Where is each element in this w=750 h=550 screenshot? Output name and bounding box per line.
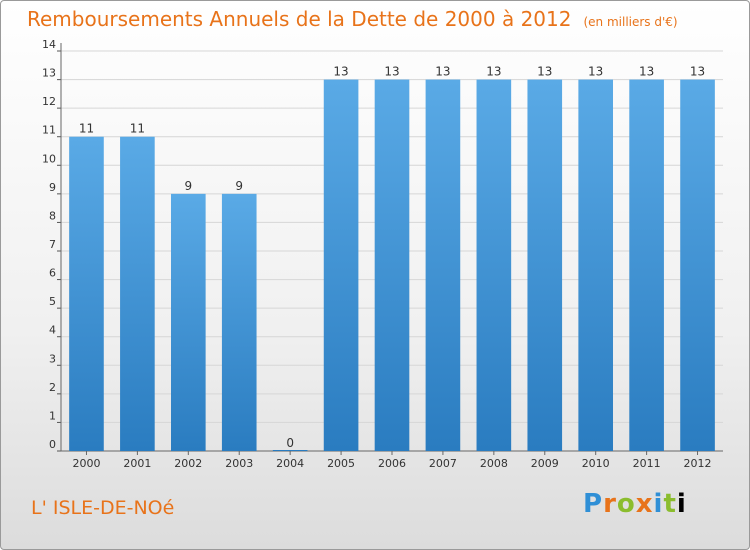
y-tick-label: 13 — [42, 67, 56, 80]
y-tick-label: 11 — [42, 124, 56, 137]
data-label: 0 — [286, 436, 294, 450]
x-tick-label: 2006 — [378, 457, 406, 470]
y-tick-label: 3 — [49, 352, 56, 365]
bar — [476, 79, 512, 452]
data-label: 9 — [184, 179, 192, 193]
y-tick-label: 9 — [49, 181, 56, 194]
title-text: Remboursements Annuels de la Dette de 20… — [27, 7, 572, 31]
bar — [374, 79, 410, 452]
y-tick-label: 10 — [42, 152, 56, 165]
bar — [120, 136, 155, 451]
proxiti-logo: Proxiti — [583, 489, 687, 519]
x-tick-label: 2007 — [429, 457, 457, 470]
bar — [527, 79, 563, 452]
y-tick-label: 4 — [49, 324, 56, 337]
x-tick-label: 2001 — [123, 457, 151, 470]
title-unit: (en milliers d'€) — [583, 15, 678, 29]
data-label: 13 — [333, 65, 348, 79]
bar — [323, 79, 359, 452]
y-tick-label: 6 — [49, 267, 56, 280]
data-label: 9 — [235, 179, 243, 193]
y-tick-label: 1 — [49, 409, 56, 422]
bar — [170, 193, 206, 451]
x-tick-label: 2004 — [276, 457, 304, 470]
y-tick-label: 8 — [49, 209, 56, 222]
data-label: 11 — [79, 122, 94, 136]
bar — [578, 79, 614, 452]
data-label: 13 — [690, 65, 705, 79]
y-tick-label: 2 — [49, 381, 56, 394]
y-tick-label: 14 — [42, 38, 56, 51]
bar — [221, 193, 257, 451]
x-tick-label: 2003 — [225, 457, 253, 470]
bar — [629, 79, 664, 452]
data-label: 13 — [486, 65, 501, 79]
x-tick-label: 2002 — [174, 457, 202, 470]
town-name: L' ISLE-DE-NOé — [31, 497, 175, 519]
x-tick-label: 2000 — [72, 457, 100, 470]
data-label: 13 — [435, 65, 450, 79]
x-tick-label: 2009 — [531, 457, 559, 470]
y-tick-label: 7 — [49, 238, 56, 251]
bar — [425, 79, 461, 452]
x-tick-label: 2012 — [684, 457, 712, 470]
data-label: 13 — [588, 65, 603, 79]
bar — [69, 136, 104, 451]
x-tick-label: 2005 — [327, 457, 355, 470]
y-tick-label: 5 — [49, 295, 56, 308]
x-tick-label: 2010 — [582, 457, 610, 470]
x-tick-label: 2011 — [633, 457, 661, 470]
chart-title: Remboursements Annuels de la Dette de 20… — [27, 7, 678, 31]
y-tick-label: 0 — [49, 438, 56, 451]
y-tick-label: 12 — [42, 95, 56, 108]
data-label: 13 — [639, 65, 654, 79]
bar — [272, 450, 308, 451]
data-label: 11 — [130, 122, 145, 136]
data-label: 13 — [384, 65, 399, 79]
bar — [680, 79, 715, 452]
data-label: 13 — [537, 65, 552, 79]
x-tick-label: 2008 — [480, 457, 508, 470]
